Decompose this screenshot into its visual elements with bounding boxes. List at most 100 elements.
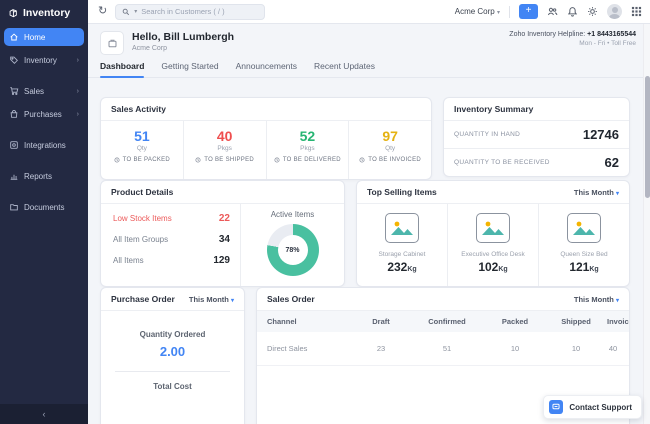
low-stock-items-link[interactable]: Low Stock Items 22 <box>113 213 230 224</box>
donut-percent: 78% <box>285 246 300 254</box>
sidebar-item-label: Home <box>24 32 46 42</box>
all-item-groups-link[interactable]: All Item Groups 34 <box>113 234 230 245</box>
gear-icon[interactable] <box>587 6 598 17</box>
stat-value: 52 <box>299 128 316 144</box>
search-scope-caret-icon[interactable]: ▾ <box>134 9 138 15</box>
clock-icon <box>195 157 201 163</box>
row-value: 62 <box>604 154 619 170</box>
top-item-storage-cabinet[interactable]: Storage Cabinet 232Kg <box>357 204 447 286</box>
apps-grid-icon[interactable] <box>631 6 642 17</box>
sidebar-item-label: Documents <box>24 202 65 212</box>
all-items-link[interactable]: All Items 129 <box>113 255 230 266</box>
user-avatar[interactable] <box>607 4 622 19</box>
sidebar-item-reports[interactable]: Reports <box>4 167 84 185</box>
home-icon <box>9 32 19 42</box>
quantity-in-hand-row: QUANTITY IN HAND 12746 <box>444 121 629 148</box>
column-header: Packed <box>501 317 529 326</box>
item-value: 121 <box>569 260 590 274</box>
stat-value: 97 <box>382 128 398 144</box>
avatar-body <box>609 14 620 19</box>
stat-to-be-delivered[interactable]: 52 Pkgs TO BE DELIVERED <box>265 121 349 179</box>
main-area: ↻ ▾ Acme Corp ▾ + <box>88 0 650 424</box>
row-value: 12746 <box>582 127 619 142</box>
row-label: QUANTITY IN HAND <box>454 131 521 138</box>
column-header: Channel <box>267 317 297 326</box>
card-title: Sales Order <box>267 294 315 304</box>
sidebar-item-home[interactable]: Home <box>4 28 84 46</box>
tab-announcements[interactable]: Announcements <box>235 61 298 71</box>
item-name: Executive Office Desk <box>461 251 525 258</box>
item-value: 232 <box>387 260 408 274</box>
search-input[interactable] <box>141 7 259 16</box>
tab-getting-started[interactable]: Getting Started <box>161 61 219 71</box>
chevron-down-icon: ▾ <box>496 10 500 16</box>
card-title: Product Details <box>111 187 174 197</box>
quantity-to-be-received-row: QUANTITY TO BE RECEIVED 62 <box>444 148 629 175</box>
sidebar-item-label: Reports <box>24 171 53 181</box>
clock-icon <box>359 157 365 163</box>
top-item-queen-size-bed[interactable]: Queen Size Bed 121Kg <box>538 204 629 286</box>
app-title: Inventory <box>23 7 71 19</box>
top-selling-period-select[interactable]: This Month ▾ <box>573 187 619 197</box>
integrations-icon <box>9 140 19 150</box>
purchase-order-period-select[interactable]: This Month ▾ <box>188 294 234 304</box>
table-row-direct-sales[interactable]: Direct Sales 23 51 10 10 40 <box>257 332 629 366</box>
card-title: Sales Activity <box>111 104 166 114</box>
cards-area: Sales Activity 51 Qty TO BE PACKED 40 Pk… <box>88 78 650 424</box>
sidebar-item-inventory[interactable]: Inventory › <box>4 51 84 69</box>
sidebar-nav: Home Inventory › Sales › Purchases › Int… <box>0 28 88 404</box>
avatar-head <box>611 7 618 13</box>
quantity-ordered-value: 2.00 <box>159 344 186 359</box>
helpline-label: Zoho Inventory Helpline: <box>509 31 586 38</box>
topbar: ↻ ▾ Acme Corp ▾ + <box>88 0 650 24</box>
stat-label: TO BE SHIPPED <box>204 157 255 163</box>
row-label: All Item Groups <box>113 235 169 244</box>
cell-shipped: 10 <box>571 344 581 353</box>
chevron-down-icon: ▾ <box>615 297 619 304</box>
purchases-bag-icon <box>9 109 19 119</box>
divider <box>509 5 510 18</box>
reports-icon <box>9 171 19 181</box>
stat-unit: Qty <box>136 145 147 152</box>
stat-to-be-invoiced[interactable]: 97 Qty TO BE INVOICED <box>348 121 431 179</box>
stat-to-be-shipped[interactable]: 40 Pkgs TO BE SHIPPED <box>182 121 266 179</box>
cell-channel: Direct Sales <box>267 344 308 353</box>
app-logo[interactable]: Inventory <box>0 0 88 28</box>
search-box[interactable]: ▾ <box>115 3 266 20</box>
contact-support-button[interactable]: Contact Support <box>543 395 642 419</box>
sidebar-item-integrations[interactable]: Integrations <box>4 136 84 154</box>
sales-cart-icon <box>9 86 19 96</box>
column-header: Invoiced <box>607 317 629 326</box>
scrollbar-thumb[interactable] <box>645 76 650 198</box>
cell-confirmed: 51 <box>442 344 452 353</box>
top-item-executive-office-desk[interactable]: Executive Office Desk 102Kg <box>447 204 538 286</box>
row-value: 34 <box>218 234 230 245</box>
stat-to-be-packed[interactable]: 51 Qty TO BE PACKED <box>101 121 183 179</box>
sidebar-item-documents[interactable]: Documents <box>4 198 84 216</box>
tab-dashboard[interactable]: Dashboard <box>100 61 145 78</box>
sales-order-period-select[interactable]: This Month ▾ <box>573 294 619 304</box>
row-label: QUANTITY TO BE RECEIVED <box>454 158 550 166</box>
sidebar-collapse-button[interactable]: ‹ <box>0 404 88 424</box>
row-label: Low Stock Items <box>113 214 172 223</box>
bell-icon[interactable] <box>567 6 578 17</box>
inventory-icon <box>9 55 19 65</box>
item-unit: Kg <box>498 266 508 273</box>
quick-add-button[interactable]: + <box>519 4 538 19</box>
clock-icon <box>274 157 280 163</box>
recent-history-icon[interactable]: ↻ <box>98 5 108 17</box>
sidebar-item-label: Inventory <box>24 55 57 65</box>
divider <box>115 371 230 372</box>
box-logo-icon <box>8 8 18 18</box>
chevron-right-icon: › <box>76 56 79 64</box>
sidebar-item-purchases[interactable]: Purchases › <box>4 105 84 123</box>
org-selector[interactable]: Acme Corp ▾ <box>454 7 500 16</box>
card-title: Purchase Order <box>111 294 175 304</box>
item-unit: Kg <box>589 266 599 273</box>
users-icon[interactable] <box>547 6 558 17</box>
stat-label: TO BE DELIVERED <box>282 157 341 163</box>
tab-recent-updates[interactable]: Recent Updates <box>314 61 375 71</box>
row-value: 22 <box>218 213 230 224</box>
sidebar-item-sales[interactable]: Sales › <box>4 82 84 100</box>
vertical-scrollbar <box>643 24 650 424</box>
